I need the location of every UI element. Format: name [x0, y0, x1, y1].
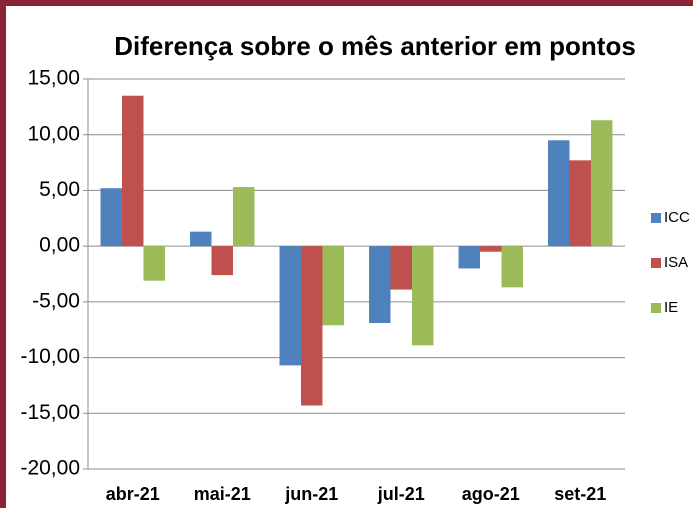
legend-swatch: [651, 303, 661, 313]
bar: [501, 246, 523, 288]
x-tick-label: set-21: [554, 484, 606, 504]
y-tick-label: -20,00: [20, 457, 80, 480]
chart-title: Diferença sobre o mês anterior em pontos: [114, 31, 636, 61]
y-tick-label: 10,00: [27, 122, 80, 145]
legend-label: IE: [664, 299, 678, 316]
bar: [322, 246, 344, 326]
bar: [232, 187, 255, 247]
bar: [122, 95, 144, 247]
x-tick-label: ago-21: [462, 484, 520, 504]
frame-left: [0, 0, 6, 508]
bar: [301, 246, 323, 406]
bar: [480, 246, 502, 252]
legend-swatch: [651, 213, 661, 223]
x-tick-label: jul-21: [377, 484, 425, 504]
y-tick-label: 5,00: [39, 178, 80, 201]
bar: [548, 140, 570, 247]
bar: [100, 188, 123, 247]
legend-label: ISA: [664, 254, 688, 271]
bar: [190, 231, 212, 247]
bar: [390, 246, 412, 290]
y-tick-label: -5,00: [32, 289, 80, 312]
bar: [590, 120, 613, 247]
y-tick-label: 15,00: [27, 67, 80, 90]
bar: [211, 246, 233, 276]
frame-top: [0, 0, 693, 6]
bar: [569, 160, 591, 247]
bar: [369, 246, 391, 324]
x-tick-label: abr-21: [106, 484, 160, 504]
legend-swatch: [651, 258, 661, 268]
bar: [143, 246, 165, 281]
x-tick-label: mai-21: [194, 484, 251, 504]
bar: [458, 246, 481, 269]
y-tick-label: -15,00: [20, 401, 80, 424]
bar: [411, 246, 434, 346]
bar: [279, 246, 302, 366]
y-tick-label: 0,00: [39, 234, 80, 257]
legend-label: ICC: [664, 209, 690, 226]
x-tick-label: jun-21: [284, 484, 338, 504]
y-tick-label: -10,00: [20, 345, 80, 368]
